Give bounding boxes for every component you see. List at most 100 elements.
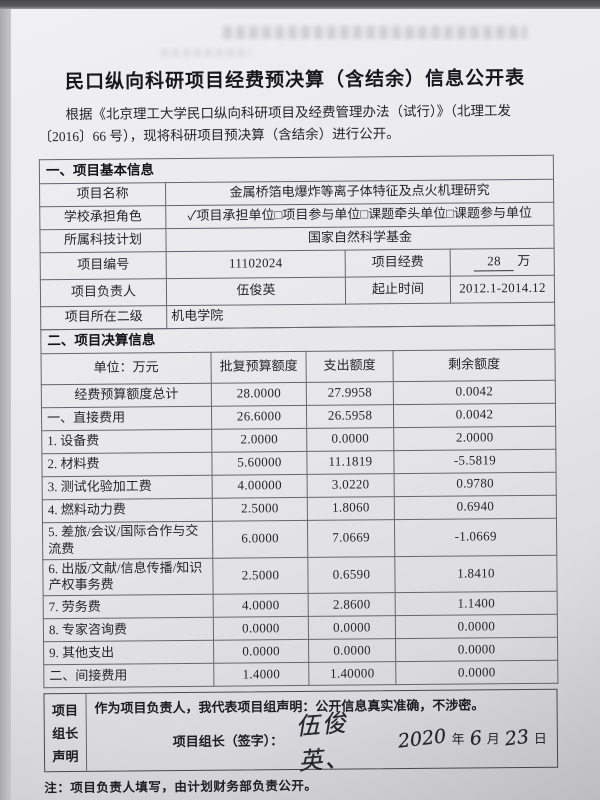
school-role-label: 学校承担角色 — [39, 205, 166, 230]
budget-cell: 6.0000 — [212, 520, 308, 558]
spent-cell: 0.6590 — [307, 556, 396, 594]
project-funds-label: 项目经费 — [345, 248, 451, 277]
spent-cell: 27.9958 — [306, 381, 394, 406]
budget-cell: 26.6000 — [211, 405, 307, 429]
side-label-line: 声明 — [52, 749, 79, 765]
category-cell: 8. 专家咨询费 — [43, 617, 214, 642]
budget-cell: 0.0000 — [213, 639, 309, 664]
category-cell: 9. 其他支出 — [43, 640, 214, 665]
remain-cell: 2.0000 — [393, 425, 556, 451]
settlement-row: 6. 出版/文献/信息传播/知识产权事务费 2.5000 0.6590 1.84… — [42, 554, 558, 596]
side-label-line: 项目 — [51, 703, 79, 719]
side-label-line: 组长 — [52, 726, 79, 742]
spent-cell: 0.0000 — [308, 638, 396, 663]
category-cell: 6. 出版/文献/信息传播/知识产权事务费 — [42, 557, 214, 596]
budget-cell: 4.0000 — [213, 593, 309, 618]
spent-cell: 7.0669 — [307, 519, 395, 557]
declaration-body: 作为项目负责人，我代表项目组声明：公开信息真实准确，不涉密。 项目组长（签字）：… — [86, 690, 557, 776]
date-year-unit: 年 — [451, 731, 465, 747]
funds-unit: 万 — [517, 252, 531, 268]
category-cell: 4. 燃料动力费 — [42, 497, 213, 523]
budget-cell: 2.5000 — [212, 556, 309, 595]
date-year-handwriting: 2020 — [397, 725, 448, 753]
remain-cell: 0.0042 — [393, 402, 556, 428]
intro-paragraph: 根据《北京理工大学民口纵向科研项目及经费管理办法（试行）》（北理工发〔2016〕… — [38, 103, 511, 145]
category-cell: 5. 差旅/会议/国际合作与交流费 — [42, 520, 213, 560]
budget-cell: 0.0000 — [213, 616, 309, 641]
signature-row: 项目组长（签字）： 伍俊英、 2020 年 6 月 23 日 — [95, 709, 549, 776]
remain-cell: 0.9780 — [394, 471, 557, 497]
photo-top-edge — [0, 0, 600, 9]
project-leader-value: 伍俊英 — [166, 276, 346, 306]
remain-cell: 1.8410 — [394, 554, 558, 593]
project-name-label: 项目名称 — [39, 182, 166, 207]
settlement-table: 二、项目决算信息 单位：万元 批复预算额度 支出额度 剩余额度 经费预算额度总计… — [40, 324, 559, 689]
project-leader-label: 项目负责人 — [40, 278, 167, 307]
college-label: 项目所在二级 — [40, 305, 167, 330]
budget-cell: 2.5000 — [212, 497, 308, 521]
settlement-header-row: 单位：万元 批复预算额度 支出额度 剩余额度 — [41, 348, 556, 385]
project-number-label: 项目编号 — [40, 251, 167, 280]
category-cell: 二、间接费用 — [43, 663, 214, 688]
spent-cell: 1.40000 — [308, 661, 396, 686]
budget-cell: 28.0000 — [211, 382, 307, 406]
remain-cell: 0.0000 — [395, 614, 558, 639]
signature-label: 项目组长（签字）： — [172, 733, 284, 750]
basic-info-table: 一、项目基本信息 项目名称 金属桥箔电爆炸等离子体特征及点火机理研究 学校承担角… — [38, 154, 556, 330]
spent-cell: 26.5958 — [306, 404, 394, 429]
remain-cell: -5.5819 — [393, 448, 557, 474]
category-cell: 3. 测试化验加工费 — [42, 474, 213, 500]
signature-date: 2020 年 6 月 23 日 — [395, 725, 549, 753]
remain-cell: 0.6940 — [394, 494, 557, 520]
spent-cell: 11.1819 — [306, 450, 395, 475]
spent-cell: 2.8600 — [308, 592, 396, 617]
project-name-value: 金属桥箔电爆炸等离子体特征及点火机理研究 — [165, 178, 554, 206]
spent-cell: 0.0000 — [308, 615, 396, 640]
declaration-side-label: 项目 组长 声明 — [44, 694, 87, 772]
col-header-budget: 批复预算额度 — [211, 351, 307, 383]
spent-cell: 1.8060 — [307, 496, 395, 521]
document-content: 民口纵向科研项目经费预决算（含结余）信息公开表 根据《北京理工大学民口纵向科研项… — [38, 63, 559, 797]
remain-cell: 0.0042 — [393, 379, 556, 405]
date-month-unit: 月 — [486, 731, 500, 747]
period-label: 起止时间 — [345, 275, 451, 304]
spent-cell: 3.0220 — [307, 473, 395, 498]
budget-cell: 2.0000 — [211, 428, 307, 452]
photo-left-edge — [0, 0, 11, 800]
category-cell: 经费预算额度总计 — [41, 382, 212, 408]
col-header-unit: 单位：万元 — [41, 351, 212, 385]
project-number-value: 11102024 — [166, 249, 346, 279]
budget-cell: 1.4000 — [213, 662, 309, 687]
school-role-value: ✓项目承担单位□项目参与单位□课题牵头单位□课题参与单位 — [165, 201, 554, 229]
remain-cell: 0.0000 — [395, 660, 558, 685]
period-value: 2012.1-2014.12 — [450, 274, 555, 303]
date-day-unit: 日 — [533, 731, 547, 747]
category-cell: 7. 劳务费 — [43, 594, 214, 619]
date-day-handwriting: 23 — [503, 725, 531, 751]
settlement-row: 5. 差旅/会议/国际合作与交流费 6.0000 7.0669 -1.0669 — [42, 517, 557, 560]
project-funds-value: 28 万 — [450, 247, 555, 276]
category-cell: 一、直接费用 — [41, 405, 212, 431]
spent-cell: 0.0000 — [306, 427, 394, 452]
funds-amount: 28 — [474, 252, 515, 272]
paper-sheet: 民口纵向科研项目经费预决算（含结余）信息公开表 根据《北京理工大学民口纵向科研项… — [11, 9, 600, 800]
col-header-spent: 支出额度 — [305, 350, 394, 383]
declaration-box: 项目 组长 声明 作为项目负责人，我代表项目组声明：公开信息真实准确，不涉密。 … — [43, 689, 559, 776]
settlement-row: 二、间接费用 1.4000 1.40000 0.0000 — [43, 660, 558, 688]
budget-cell: 5.60000 — [211, 451, 308, 475]
category-cell: 1. 设备费 — [41, 428, 212, 454]
col-header-remain: 剩余额度 — [392, 348, 556, 382]
leader-signature-handwriting: 伍俊英、 — [295, 708, 352, 776]
budget-cell: 4.00000 — [212, 474, 308, 498]
remain-cell: 0.0000 — [395, 637, 558, 662]
remain-cell: 1.1400 — [395, 591, 558, 616]
bleed-through-artifact — [223, 26, 527, 39]
bleed-through-artifact-small — [161, 49, 251, 57]
date-month-handwriting: 6 — [468, 726, 483, 750]
science-plan-value: 国家自然科学基金 — [165, 224, 555, 252]
page-title: 民口纵向科研项目经费预决算（含结余）信息公开表 — [65, 67, 526, 94]
remain-cell: -1.0669 — [394, 517, 557, 557]
category-cell: 2. 材料费 — [41, 451, 213, 477]
science-plan-label: 所属科技计划 — [39, 228, 167, 253]
